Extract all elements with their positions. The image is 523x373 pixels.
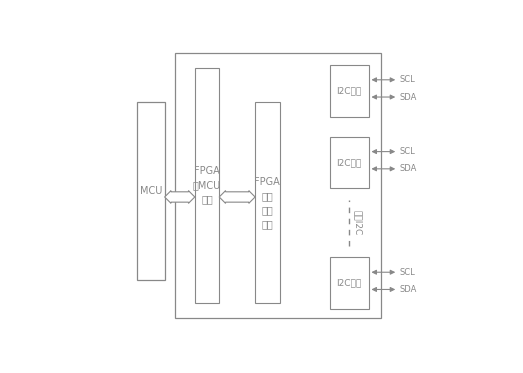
Text: I2C接口: I2C接口 (336, 86, 362, 95)
Bar (330, 65, 369, 116)
Bar (195, 68, 219, 303)
Bar (138, 102, 165, 280)
Bar (255, 102, 279, 303)
Text: 多路I2C: 多路I2C (353, 210, 362, 235)
Text: SCL: SCL (399, 75, 415, 84)
Bar (330, 257, 369, 309)
Bar (330, 137, 369, 188)
Text: FPGA
的内
部寄
存器: FPGA 的内 部寄 存器 (255, 177, 280, 229)
Text: SCL: SCL (399, 147, 415, 156)
Text: I2C接口: I2C接口 (336, 279, 362, 288)
Text: FPGA
的MCU
接口: FPGA 的MCU 接口 (193, 166, 221, 204)
Polygon shape (219, 191, 255, 203)
Text: SDA: SDA (399, 93, 416, 101)
Text: SDA: SDA (399, 164, 416, 173)
Text: SCL: SCL (399, 268, 415, 277)
Polygon shape (165, 191, 195, 203)
Text: I2C接口: I2C接口 (336, 158, 362, 167)
Text: SDA: SDA (399, 285, 416, 294)
Bar (175, 53, 381, 318)
Text: MCU: MCU (140, 186, 162, 196)
